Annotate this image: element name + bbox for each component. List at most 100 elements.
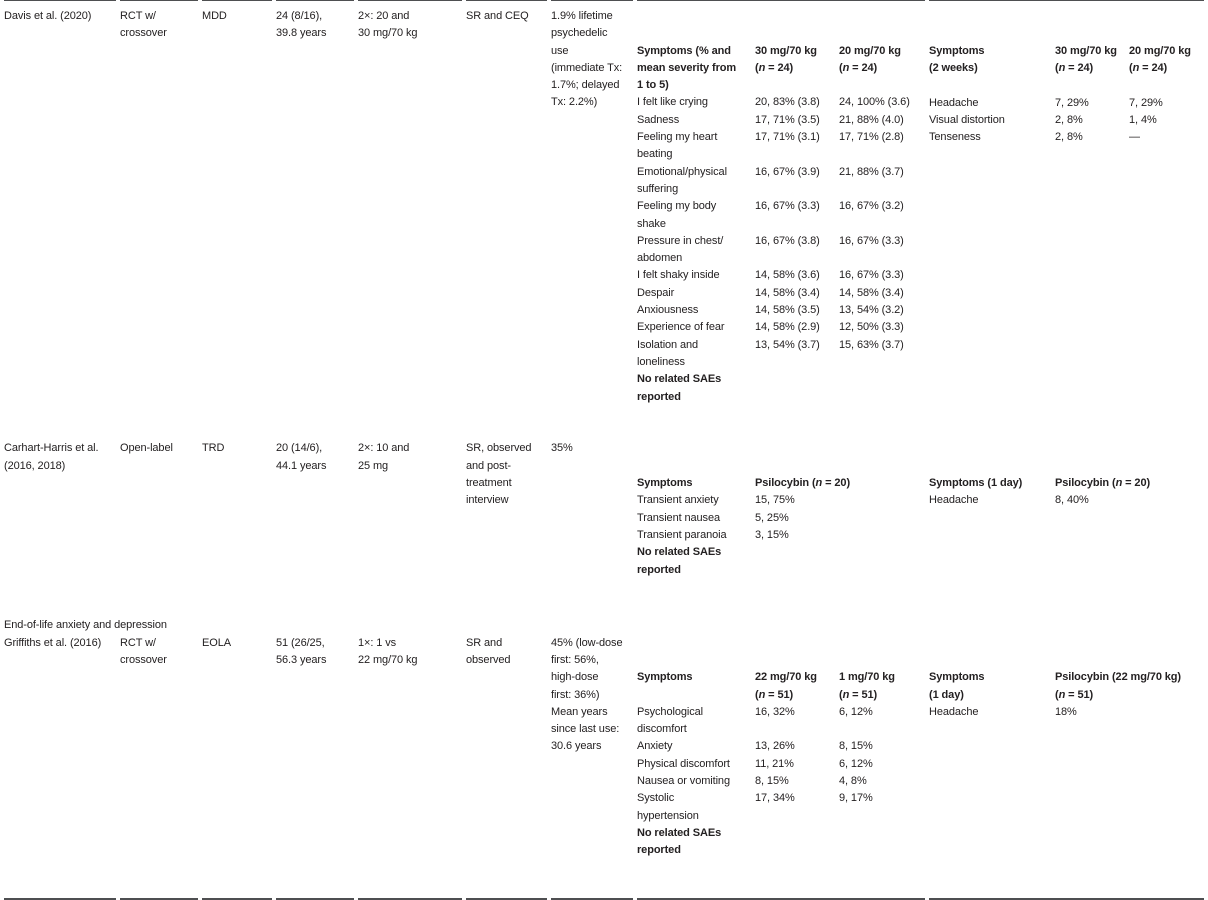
column-header-symptoms: Symptoms (% and mean severity from 1 to … [637, 44, 737, 92]
symptom-name: Sadness [637, 113, 680, 126]
acute-symptoms-cell: Symptoms Psilocybin (n = 20) Transient a… [637, 440, 925, 613]
symptom-value-low: 12, 50% (3.3) [839, 321, 904, 334]
symptom-name: Emotional/physical suffering [637, 165, 727, 195]
symptom-name: Systolic hypertension [637, 792, 699, 822]
symptom-name: Anxiousness [637, 304, 699, 317]
table-row-griffiths: Griffiths et al. (2016) RCT w/ crossover… [4, 635, 1205, 900]
symptom-value-low: 16, 67% (3.2) [839, 200, 904, 213]
column-header-symptoms: Symptoms [637, 671, 693, 684]
study-design: Open-label [120, 442, 173, 455]
symptom-name: Tenseness [929, 131, 981, 144]
symptom-value-high: 13, 54% (3.7) [755, 338, 820, 351]
no-saes-note: No related SAEs reported [637, 373, 722, 403]
symptom-value-high: 7, 29% [1055, 96, 1089, 109]
symptom-value-high: 13, 26% [755, 740, 795, 753]
symptom-name: Experience of fear [637, 321, 725, 334]
symptom-name: Headache [929, 96, 979, 109]
column-header-psilocybin: Psilocybin (n = 20) [755, 477, 851, 490]
symptom-value-low: 1, 4% [1129, 113, 1157, 126]
symptom-value-low: 7, 29% [1129, 96, 1163, 109]
symptom-name: Transient paranoia [637, 528, 727, 541]
symptom-value-high: 11, 21% [755, 757, 794, 770]
study-citation: Davis et al. (2020) [4, 0, 116, 440]
symptom-value: 8, 40% [1055, 494, 1089, 507]
section-heading: End-of-life anxiety and depression [4, 619, 167, 632]
assessment-method: SR, observed and post- treatment intervi… [466, 442, 532, 507]
symptom-name: Despair [637, 286, 675, 299]
diagnosis: TRD [202, 442, 225, 455]
no-saes-note: No related SAEs reported [637, 826, 722, 857]
column-header-dose-low: 20 mg/70 kg (n = 24) [1129, 44, 1191, 74]
persisting-symptoms-cell: Symptoms (1 day) Psilocybin (22 mg/70 kg… [929, 635, 1205, 900]
acute-symptoms-cell: Symptoms (% and mean severity from 1 to … [637, 0, 926, 440]
diagnosis: MDD [202, 0, 272, 440]
symptom-name: Visual distortion [929, 113, 1005, 126]
symptom-value-low: 24, 100% (3.6) [839, 96, 910, 109]
symptom-value-high: 14, 58% (3.4) [755, 286, 820, 299]
symptom-value-low: — [1129, 131, 1140, 144]
column-header-dose-high: 30 mg/70 kg (n = 24) [755, 44, 817, 74]
symptom-value-low: 6, 12% [839, 705, 873, 718]
symptom-value-high: 20, 83% (3.8) [755, 96, 820, 109]
acute-symptoms-subtable: Symptoms 22 mg/70 kg (n = 51) 1 mg/70 kg… [637, 669, 925, 859]
study-design: RCT w/ crossover [120, 635, 198, 900]
symptom-name: Nausea or vomiting [637, 775, 730, 788]
column-header-psilocybin: Psilocybin (n = 20) [1055, 477, 1151, 490]
column-header-symptoms-1day: Symptoms (1 day) [929, 671, 985, 701]
symptom-value-high: 14, 58% (3.5) [755, 304, 820, 317]
symptom-value: 5, 25% [755, 511, 789, 524]
acute-symptoms-cell: Symptoms 22 mg/70 kg (n = 51) 1 mg/70 kg… [637, 635, 926, 900]
symptom-value-low: 6, 12% [839, 757, 873, 770]
symptom-name: Psychological discomfort [637, 705, 703, 736]
symptom-name: Transient anxiety [637, 494, 719, 507]
symptom-name: Headache [929, 705, 979, 718]
dose-regimen: 2×: 10 and 25 mg [358, 442, 410, 472]
symptom-value-low: 16, 67% (3.3) [839, 234, 904, 247]
symptom-value-high: 16, 67% (3.9) [755, 165, 820, 178]
symptom-name: Isolation and loneliness [637, 338, 699, 368]
persisting-symptoms-cell: Symptoms (1 day) Psilocybin (n = 20) Hea… [929, 440, 1204, 613]
assessment-method: SR and observed [466, 635, 547, 900]
study-citation: Carhart-Harris et al. (2016, 2018) [4, 442, 99, 472]
section-heading-row: End-of-life anxiety and depression [4, 613, 1204, 634]
symptom-value: 3, 15% [755, 528, 789, 541]
symptom-value-high: 17, 71% (3.1) [755, 131, 820, 144]
symptom-value-high: 2, 8% [1055, 113, 1083, 126]
symptom-name: I felt like crying [637, 96, 708, 109]
column-header-dose-low: 20 mg/70 kg (n = 24) [839, 44, 901, 74]
symptom-name: Transient nausea [637, 511, 720, 524]
symptom-value-low: 13, 54% (3.2) [839, 304, 904, 317]
symptom-value-high: 8, 15% [755, 775, 789, 788]
persisting-symptoms-cell: Symptoms (2 weeks) 30 mg/70 kg (n = 24) … [929, 0, 1205, 440]
symptom-value: 15, 75% [755, 494, 795, 507]
dose-regimen: 1×: 1 vs 22 mg/70 kg [358, 635, 462, 900]
column-header-symptoms: Symptoms [637, 477, 693, 490]
symptom-value-low: 9, 17% [839, 792, 873, 805]
no-saes-note: No related SAEs reported [637, 546, 722, 576]
symptom-value-low: 17, 71% (2.8) [839, 131, 904, 144]
prior-psychedelic-use: 1.9% lifetime psychedelic use (immediate… [551, 0, 633, 440]
symptom-value-high: 16, 67% (3.3) [755, 200, 820, 213]
prior-psychedelic-use: 45% (low-dose first: 56%, high-dose firs… [551, 635, 633, 900]
symptom-value-low: 14, 58% (3.4) [839, 286, 904, 299]
column-header-dose-high: 30 mg/70 kg (n = 24) [1055, 44, 1117, 74]
symptom-name: Feeling my heart beating [637, 131, 718, 161]
symptom-name: I felt shaky inside [637, 269, 720, 282]
table-row-davis: Davis et al. (2020) RCT w/ crossover MDD… [4, 0, 1205, 440]
symptom-value-low: 21, 88% (4.0) [839, 113, 904, 126]
acute-symptoms-subtable: Symptoms (% and mean severity from 1 to … [637, 43, 925, 406]
symptom-value-low: 21, 88% (3.7) [839, 165, 904, 178]
sample-size-age: 51 (26/25, 56.3 years [276, 635, 354, 900]
symptom-value-high: 16, 32% [755, 705, 795, 718]
symptom-value-low: 15, 63% (3.7) [839, 338, 904, 351]
symptom-value: 18% [1055, 705, 1077, 718]
symptom-value-low: 16, 67% (3.3) [839, 269, 904, 282]
persisting-symptoms-subtable: Symptoms (2 weeks) 30 mg/70 kg (n = 24) … [929, 43, 1204, 147]
symptom-value-high: 14, 58% (2.9) [755, 321, 820, 334]
column-header-psilocybin: Psilocybin (22 mg/70 kg) (n = 51) [1055, 671, 1181, 701]
symptom-value-high: 17, 71% (3.5) [755, 113, 820, 126]
persisting-symptoms-subtable: Symptoms (1 day) Psilocybin (n = 20) Hea… [929, 475, 1204, 510]
sample-size-age: 24 (8/16), 39.8 years [276, 0, 354, 440]
symptom-name: Pressure in chest/ abdomen [637, 234, 724, 265]
